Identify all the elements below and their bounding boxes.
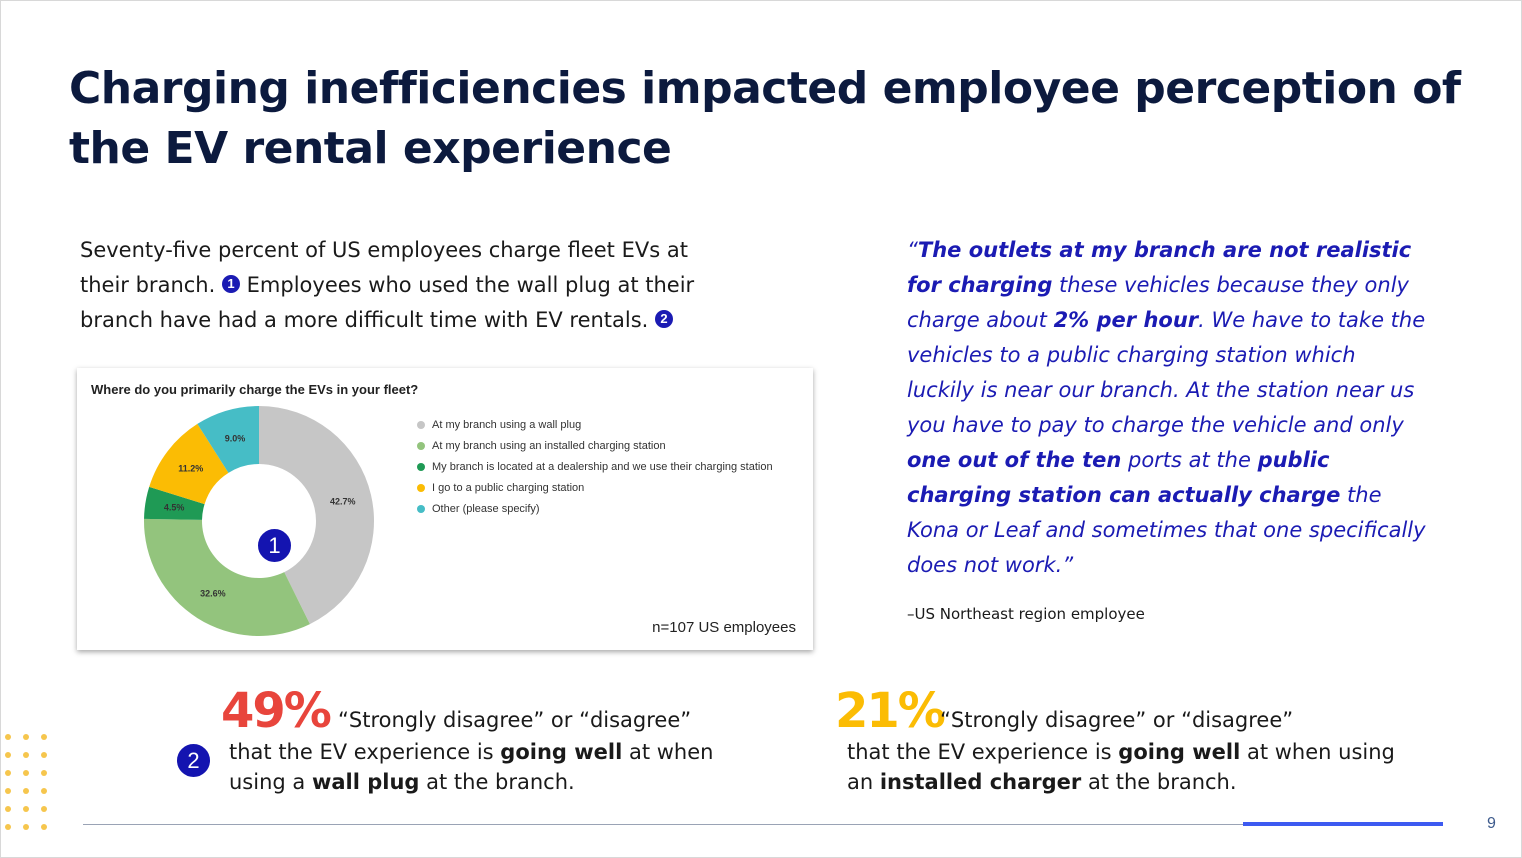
stat-callout-badge: 2 <box>176 743 211 778</box>
slice-label: 9.0% <box>225 433 246 443</box>
intro-text-2: Employees who used the wall plug at thei… <box>80 273 695 332</box>
slice-label: 42.7% <box>330 496 356 506</box>
legend-item: Other (please specify) <box>417 499 773 520</box>
stat-line-2: that the EV experience is going well at … <box>229 740 714 764</box>
quote-bold-1: The outlets at my branch are not realist… <box>907 238 1412 297</box>
slice-public-station <box>149 423 229 505</box>
legend-label: Other (please specify) <box>432 503 540 516</box>
stat-line-2: that the EV experience is going well at … <box>847 740 1395 764</box>
legend-swatch <box>417 505 425 514</box>
decorative-dot <box>23 824 29 830</box>
decorative-dot <box>5 752 11 758</box>
legend-label: I go to a public charging station <box>432 482 585 495</box>
quote-open-mark: “ <box>907 238 918 262</box>
footer-accent-bar <box>1243 822 1443 826</box>
decorative-dot <box>41 824 47 830</box>
decorative-dot <box>23 806 29 812</box>
legend-label: At my branch using an installed charging… <box>432 439 666 452</box>
legend-label: My branch is located at a dealership and… <box>432 460 773 473</box>
chart-title: Where do you primarily charge the EVs in… <box>91 382 419 397</box>
decorative-dot <box>5 824 11 830</box>
chart-callout-badge: 1 <box>257 528 292 563</box>
legend-swatch <box>417 462 425 471</box>
legend-item: At my branch using a wall plug <box>417 414 773 435</box>
stat-line-3: an installed charger at the branch. <box>847 770 1237 794</box>
decorative-dot <box>5 734 11 740</box>
slice-other <box>197 406 259 473</box>
quote-text-1: these vehicles because they only charge … <box>907 273 1409 332</box>
decorative-dot <box>41 770 47 776</box>
footnote-badge-2: 2 <box>655 310 674 328</box>
legend-label: At my branch using a wall plug <box>432 418 582 431</box>
decorative-dot <box>5 788 11 794</box>
legend-item: I go to a public charging station <box>417 478 773 499</box>
stat-line-1: “Strongly disagree” or “disagree” <box>940 708 1294 732</box>
quote-text-3: ports at the <box>1121 448 1258 472</box>
decorative-dot <box>23 770 29 776</box>
quote-attribution: –US Northeast region employee <box>907 605 1145 623</box>
slice-wall-plug <box>259 406 374 625</box>
stat-line-1: “Strongly disagree” or “disagree” <box>338 708 692 732</box>
stat-value: 21% <box>835 683 946 739</box>
decorative-dot <box>23 752 29 758</box>
decorative-dot <box>41 788 47 794</box>
intro-paragraph: Seventy-five percent of US employees cha… <box>80 233 740 338</box>
chart-card: Where do you primarily charge the EVs in… <box>77 368 813 650</box>
decorative-dot <box>41 734 47 740</box>
employee-quote: “The outlets at my branch are not realis… <box>907 233 1427 583</box>
decorative-dot <box>5 770 11 776</box>
quote-bold-4: public charging station can actually cha… <box>907 448 1341 507</box>
decorative-dot <box>41 806 47 812</box>
donut-chart: 42.7% 32.6% 4.5% 11.2% 9.0% <box>144 406 374 636</box>
decorative-dot <box>5 806 11 812</box>
legend-swatch <box>417 441 425 450</box>
intro-text-1: Seventy-five percent of US employees cha… <box>80 238 688 297</box>
page-number: 9 <box>1487 815 1496 832</box>
slice-label: 4.5% <box>164 502 185 512</box>
sample-size-note: n=107 US employees <box>652 619 796 636</box>
footnote-badge-1: 1 <box>221 275 240 293</box>
decorative-dot-grid <box>5 734 53 844</box>
quote-bold-3: one out of the ten <box>907 448 1122 472</box>
legend-swatch <box>417 484 425 493</box>
footer-divider <box>83 824 1443 825</box>
chart-legend: At my branch using a wall plug At my bran… <box>417 414 773 520</box>
decorative-dot <box>23 788 29 794</box>
slice-label: 32.6% <box>200 589 226 599</box>
quote-bold-2: 2% per hour <box>1053 308 1199 332</box>
slice-installed-station <box>144 518 310 636</box>
decorative-dot <box>41 752 47 758</box>
slice-label: 11.2% <box>178 464 203 474</box>
stat-line-3: using a wall plug at the branch. <box>229 770 575 794</box>
stat-value: 49% <box>221 683 332 739</box>
legend-swatch <box>417 420 425 429</box>
slide-title: Charging inefficiencies impacted employe… <box>69 63 1461 174</box>
quote-text-2: . We have to take the vehicles to a publ… <box>907 308 1426 437</box>
slice-dealership <box>144 486 205 520</box>
legend-item: At my branch using an installed charging… <box>417 435 773 456</box>
quote-text-4: the Kona or Leaf and sometimes that one … <box>907 483 1426 577</box>
decorative-dot <box>23 734 29 740</box>
legend-item: My branch is located at a dealership and… <box>417 456 773 477</box>
